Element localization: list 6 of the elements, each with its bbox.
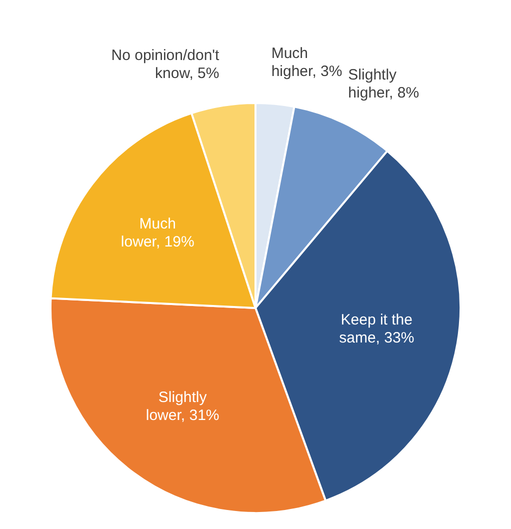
slice-label: Slightly higher, 8% [348,66,420,102]
slice-label: Keep it the same, 33% [339,312,414,346]
slice-label: Much lower, 19% [120,216,194,251]
slice-label: Slightly lower, 31% [146,389,220,424]
slice-label: Much higher, 3% [271,45,342,80]
slice-label: No opinion/don't know, 5% [111,46,220,82]
